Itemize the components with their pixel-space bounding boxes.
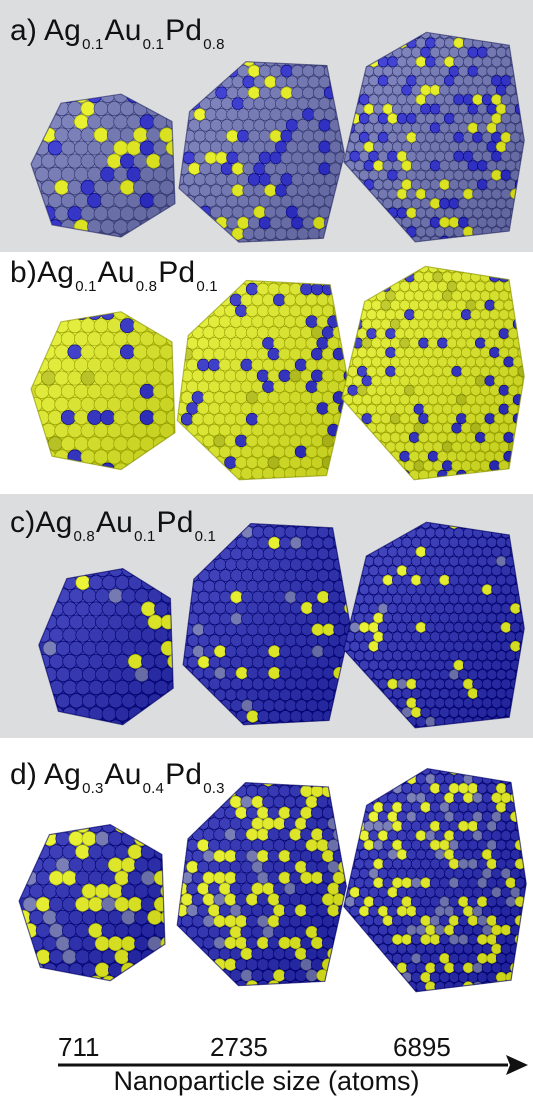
panel-d-frac2: 0.4	[142, 780, 165, 797]
nanoparticle-d-2735	[176, 782, 348, 987]
panel-a-frac1: 0.1	[82, 36, 104, 53]
panel-d-frac3: 0.3	[203, 780, 225, 797]
panel-d-el2: Au	[104, 758, 142, 791]
nanoparticle-a-711	[30, 93, 176, 238]
panel-a-el1: Ag	[43, 14, 82, 47]
nanoparticle-d-711	[18, 824, 166, 982]
nanoparticle-c-2735	[182, 522, 352, 726]
panel-c-el1: Ag	[35, 506, 73, 539]
panel-d-prefix: d)	[10, 758, 44, 791]
size-label-6895: 6895	[393, 1032, 451, 1062]
panel-c-prefix: c)	[10, 506, 36, 539]
panel-d-label: d) Ag0.3Au0.4Pd0.3	[10, 758, 226, 797]
panel-c-el2: Au	[95, 506, 134, 539]
panel-c-el3: Pd	[156, 506, 194, 539]
panel-d-frac1: 0.3	[82, 780, 104, 797]
nanoparticle-c-6895	[343, 521, 525, 729]
nanoparticle-d-6895	[343, 767, 527, 993]
panel-a-el2: Au	[104, 14, 142, 47]
panel-b-frac1: 0.1	[75, 278, 97, 295]
nanoparticle-b-6895	[341, 265, 525, 481]
panel-a-frac3: 0.8	[203, 36, 225, 53]
panel-b-frac2: 0.8	[135, 278, 158, 295]
axis-title: Nanoparticle size (atoms)	[113, 1066, 420, 1096]
nanoparticle-a-6895	[343, 31, 525, 243]
panel-b-el2: Au	[97, 256, 135, 289]
nanoparticle-a-2735	[178, 61, 346, 243]
panel-b-el3: Pd	[158, 256, 196, 289]
panel-a-prefix: a)	[10, 14, 44, 47]
panel-c-frac2: 0.1	[134, 528, 156, 545]
size-label-711: 711	[58, 1032, 100, 1062]
panel-b-label: b)Ag0.1Au0.8Pd0.1	[10, 256, 219, 295]
panel-d-el1: Ag	[43, 758, 82, 791]
nanoparticle-c-711	[38, 568, 174, 726]
panel-b-prefix: b)	[10, 256, 38, 289]
panel-a-el3: Pd	[165, 14, 203, 47]
nanoparticle-b-2735	[176, 279, 349, 481]
size-axis-arrow	[58, 1055, 528, 1075]
panel-d-el3: Pd	[165, 758, 203, 791]
panel-b-frac3: 0.1	[196, 278, 218, 295]
panel-a-label: a) Ag0.1Au0.1Pd0.8	[10, 14, 226, 53]
size-label-2735: 2735	[210, 1032, 268, 1062]
panel-b-el1: Ag	[37, 256, 75, 289]
panel-a-frac2: 0.1	[142, 36, 165, 53]
panel-c-label: c)Ag0.8Au0.1Pd0.1	[10, 506, 217, 545]
nanoparticle-b-711	[30, 311, 176, 471]
panel-c-frac3: 0.1	[194, 528, 217, 545]
panel-c-frac1: 0.8	[73, 528, 95, 545]
